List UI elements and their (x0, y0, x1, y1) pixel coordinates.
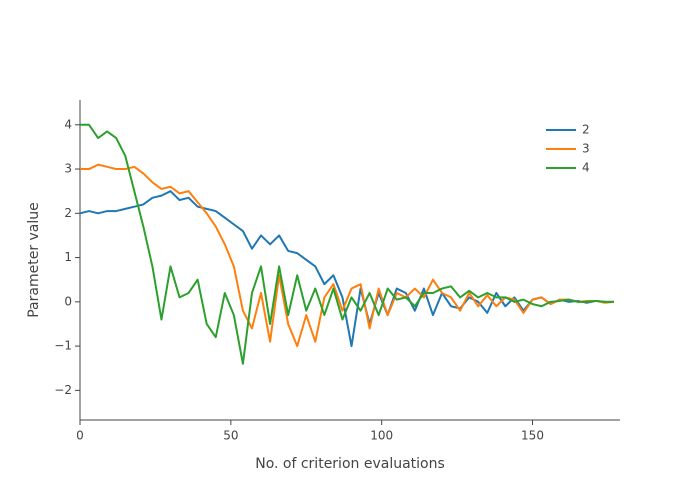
y-tick-label: 3 (64, 162, 72, 176)
y-tick-label: 0 (64, 294, 72, 308)
legend-label: 2 (582, 123, 590, 137)
y-tick-label: 2 (64, 206, 72, 220)
y-tick-label: 4 (64, 117, 72, 131)
legend-label: 4 (582, 161, 590, 175)
y-tick-label: −1 (54, 339, 72, 353)
x-tick-label: 0 (76, 429, 84, 443)
series-line (80, 163, 615, 348)
series-line (80, 123, 614, 365)
x-tick-label: 150 (521, 429, 544, 443)
x-tick-label: 100 (370, 429, 393, 443)
y-tick-label: −2 (54, 383, 72, 397)
y-tick-label: 1 (64, 250, 72, 264)
legend-label: 3 (582, 142, 590, 156)
x-axis-label: No. of criterion evaluations (255, 456, 445, 472)
x-tick-label: 50 (223, 429, 238, 443)
series-line (79, 190, 614, 348)
y-axis-label: Parameter value (26, 202, 42, 318)
